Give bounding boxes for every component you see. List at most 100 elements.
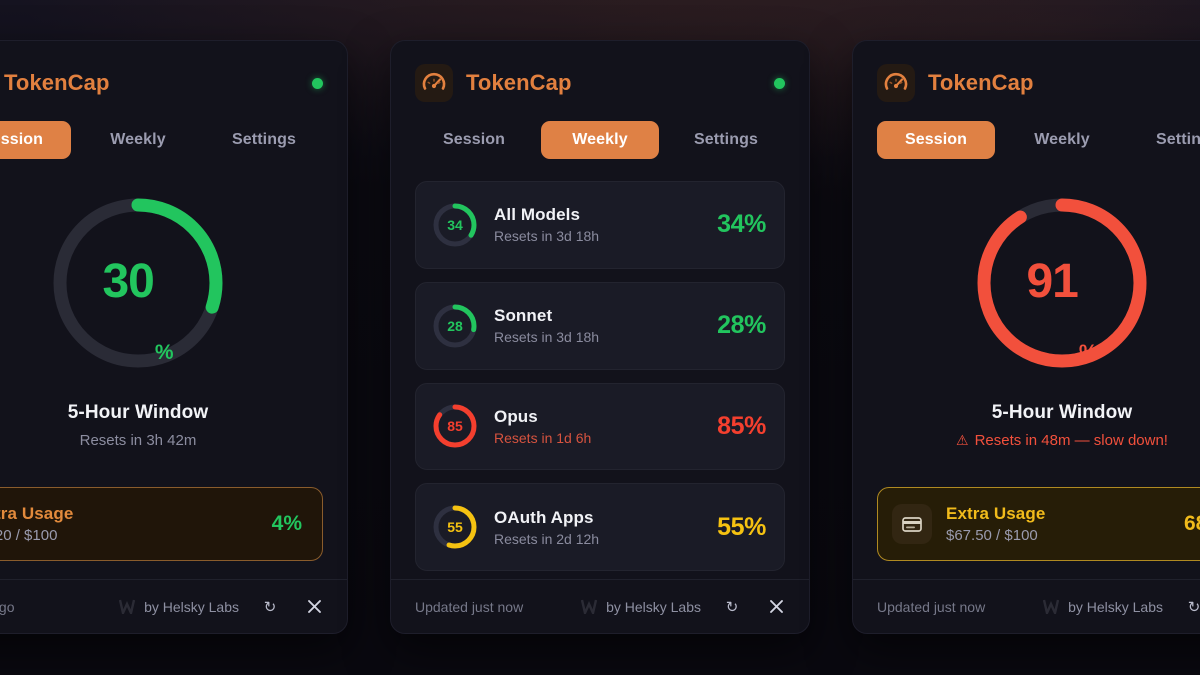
mini-donut-arc <box>433 404 477 448</box>
view-tabs: Session Weekly Settings <box>877 121 1200 159</box>
refresh-icon[interactable]: ↻ <box>721 596 743 618</box>
tab-settings[interactable]: Settings <box>205 121 323 159</box>
app-title: TokenCap <box>928 70 1034 95</box>
app-title: TokenCap <box>466 70 572 95</box>
extra-usage-text: Extra Usage $4.20 / $100 <box>0 504 258 544</box>
card-body: TokenCap Session Weekly Settings 34 <box>391 41 809 579</box>
last-updated-text: Updated just now <box>415 598 524 615</box>
refresh-icon[interactable]: ↻ <box>1183 596 1200 618</box>
mini-usage-donut: 85 <box>432 403 478 449</box>
donut-center-label: 30 % <box>49 194 227 372</box>
mini-usage-donut: 34 <box>432 202 478 248</box>
tab-session[interactable]: Session <box>877 121 995 159</box>
donut-center-label: 91 % <box>973 194 1151 372</box>
brand-credit: by Helsky Labs <box>119 599 239 615</box>
list-item[interactable]: 28 Sonnet Resets in 3d 18h 28% <box>415 281 785 370</box>
brand-credit: by Helsky Labs <box>581 599 701 615</box>
list-item[interactable]: 55 OAuth Apps Resets in 2d 12h 55% <box>415 483 785 571</box>
view-tabs: Session Weekly Settings <box>0 121 323 159</box>
usage-percent-value: 30 <box>102 254 154 308</box>
helsky-logo-icon <box>581 599 598 614</box>
list-item[interactable]: 85 Opus Resets in 1d 6h 85% <box>415 382 785 471</box>
model-reset: Resets in 2d 12h <box>494 530 600 547</box>
donut-progress-arc <box>977 198 1147 367</box>
donut-progress-arc <box>53 198 223 367</box>
model-name: Opus <box>494 406 538 426</box>
tab-session[interactable]: Session <box>0 121 71 159</box>
mini-usage-donut: 28 <box>432 303 478 349</box>
credit-card-icon <box>892 504 932 544</box>
list-item-text: OAuth Apps Resets in 2d 12h <box>494 508 701 547</box>
card-body: TokenCap Session Weekly Settings 91 % <box>853 41 1200 579</box>
mini-donut-value: 85 <box>447 418 463 435</box>
mini-donut-value: 28 <box>447 317 463 334</box>
weekly-usage-list: 34 All Models Resets in 3d 18h 34% <box>415 181 785 579</box>
warning-triangle-icon: ⚠ <box>956 432 969 448</box>
card-footer: Updated just now by Helsky Labs ↻ <box>391 579 809 633</box>
model-reset: Resets in 3d 18h <box>494 329 600 346</box>
percent-symbol: % <box>1078 340 1098 364</box>
card-header: TokenCap <box>415 63 785 103</box>
extra-usage-title: Extra Usage <box>0 504 74 523</box>
extra-usage-title: Extra Usage <box>946 504 1046 523</box>
tab-session[interactable]: Session <box>415 121 533 159</box>
window-label: 5-Hour Window <box>991 401 1133 423</box>
list-item[interactable]: 34 All Models Resets in 3d 18h 34% <box>415 181 785 269</box>
card-header: TokenCap <box>877 63 1200 103</box>
online-dot-icon <box>774 77 785 89</box>
helsky-logo-icon <box>119 599 136 614</box>
tab-settings[interactable]: Settings <box>667 121 785 159</box>
session-gauge-block: 30 % 5-Hour Window ⚠ Resets in 3h 42m <box>0 159 323 479</box>
online-dot-icon <box>312 77 323 89</box>
extra-usage-percent: 68% <box>1183 512 1200 535</box>
card-footer: d 30s ago by Helsky Labs ↻ <box>0 579 347 633</box>
tab-weekly[interactable]: Weekly <box>541 121 659 159</box>
refresh-icon[interactable]: ↻ <box>259 596 281 618</box>
brand-credit-text: by Helsky Labs <box>1068 598 1163 615</box>
percent-symbol: % <box>154 340 174 364</box>
reset-timer: ⚠ Resets in 48m — slow down! <box>956 432 1168 449</box>
model-percent: 85% <box>717 411 766 440</box>
list-item-text: Sonnet Resets in 3d 18h <box>494 306 701 345</box>
last-updated-text: d 30s ago <box>0 598 15 615</box>
tokencap-card-middle: TokenCap Session Weekly Settings 34 <box>390 40 810 634</box>
last-updated-text: Updated just now <box>877 598 986 615</box>
extra-usage-amount: $67.50 / $100 <box>946 527 1038 544</box>
list-item-text: All Models Resets in 3d 18h <box>494 205 701 244</box>
extra-usage-banner[interactable]: Extra Usage $4.20 / $100 4% <box>0 487 323 561</box>
helsky-logo-icon <box>1043 599 1060 614</box>
mini-donut-arc <box>433 505 477 549</box>
mini-donut-value: 55 <box>447 519 463 536</box>
app-title: TokenCap <box>4 70 110 95</box>
reset-timer: ⚠ Resets in 3h 42m <box>80 432 197 449</box>
tab-weekly[interactable]: Weekly <box>79 121 197 159</box>
tab-weekly[interactable]: Weekly <box>1003 121 1121 159</box>
reset-timer-text: Resets in 3h 42m <box>79 431 197 449</box>
usage-donut: 30 % <box>49 194 227 372</box>
close-icon[interactable] <box>765 596 787 618</box>
close-icon[interactable] <box>303 596 325 618</box>
tokencap-card-left: TokenCap Session Weekly Settings 30 % <box>0 40 348 634</box>
tab-settings[interactable]: Settings <box>1129 121 1200 159</box>
extra-usage-banner[interactable]: Extra Usage $67.50 / $100 68% <box>877 487 1200 561</box>
mini-donut-arc <box>433 304 477 348</box>
model-reset: Resets in 1d 6h <box>494 429 592 446</box>
extra-usage-text: Extra Usage $67.50 / $100 <box>946 504 1170 544</box>
gauge-icon <box>415 64 453 102</box>
model-name: OAuth Apps <box>494 507 594 527</box>
mini-usage-donut: 55 <box>432 504 478 550</box>
model-percent: 34% <box>717 210 766 239</box>
mini-donut-arc <box>433 203 477 247</box>
window-label: 5-Hour Window <box>67 401 209 423</box>
brand-credit: by Helsky Labs <box>1043 599 1163 615</box>
gauge-icon <box>877 64 915 102</box>
view-tabs: Session Weekly Settings <box>415 121 785 159</box>
model-reset: Resets in 3d 18h <box>494 228 600 245</box>
tokencap-card-right: TokenCap Session Weekly Settings 91 % <box>852 40 1200 634</box>
list-item-text: Opus Resets in 1d 6h <box>494 407 701 446</box>
model-percent: 55% <box>717 512 766 541</box>
brand-credit-text: by Helsky Labs <box>606 598 701 615</box>
card-footer: Updated just now by Helsky Labs ↻ <box>853 579 1200 633</box>
model-name: All Models <box>494 205 581 225</box>
